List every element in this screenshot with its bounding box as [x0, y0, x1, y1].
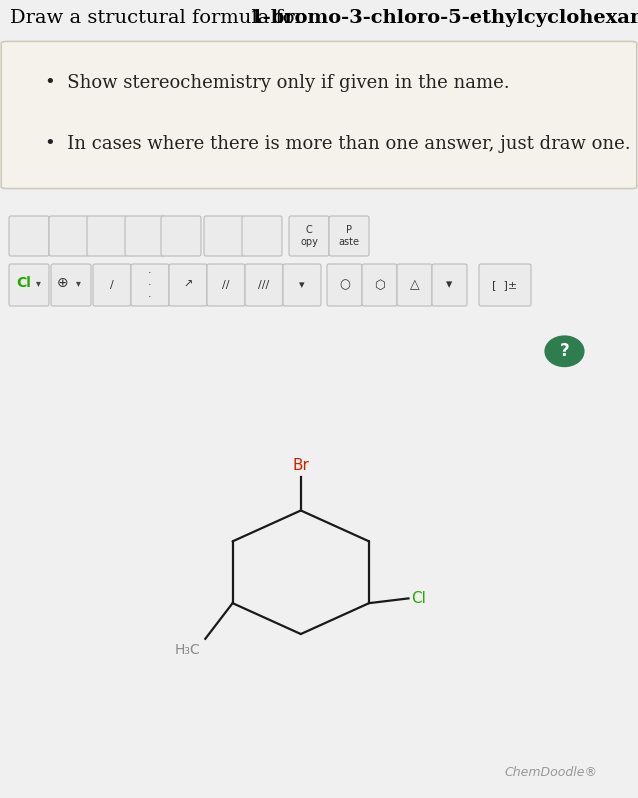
Text: Draw a structural formula for: Draw a structural formula for	[10, 9, 309, 26]
Text: ○: ○	[339, 279, 350, 291]
FancyBboxPatch shape	[479, 264, 531, 306]
FancyBboxPatch shape	[161, 216, 201, 256]
FancyBboxPatch shape	[9, 264, 49, 306]
Circle shape	[545, 336, 584, 366]
FancyBboxPatch shape	[432, 264, 467, 306]
Text: 1-bromo-3-chloro-5-ethylcyclohexane: 1-bromo-3-chloro-5-ethylcyclohexane	[249, 9, 638, 26]
FancyBboxPatch shape	[289, 216, 329, 256]
FancyBboxPatch shape	[169, 264, 207, 306]
FancyBboxPatch shape	[245, 264, 283, 306]
FancyBboxPatch shape	[327, 264, 362, 306]
FancyBboxPatch shape	[242, 216, 282, 256]
Text: ▾: ▾	[75, 278, 80, 288]
Text: [  ]±: [ ]±	[493, 280, 517, 290]
Text: Cl: Cl	[17, 276, 31, 290]
Text: Br: Br	[292, 458, 309, 473]
Text: C
opy: C opy	[300, 225, 318, 247]
Text: P
aste: P aste	[339, 225, 359, 247]
Text: ▾: ▾	[447, 279, 452, 291]
Text: ⬡: ⬡	[374, 279, 385, 291]
FancyBboxPatch shape	[51, 264, 91, 306]
FancyBboxPatch shape	[283, 264, 321, 306]
FancyBboxPatch shape	[87, 216, 127, 256]
Text: •  Show stereochemistry only if given in the name.: • Show stereochemistry only if given in …	[45, 74, 509, 92]
Text: •  In cases where there is more than one answer, just draw one.: • In cases where there is more than one …	[45, 135, 630, 152]
Text: //: //	[222, 280, 230, 290]
FancyBboxPatch shape	[1, 41, 637, 188]
Text: ·
·
·: · · ·	[148, 268, 152, 302]
FancyBboxPatch shape	[125, 216, 165, 256]
Text: Cl: Cl	[412, 591, 426, 606]
FancyBboxPatch shape	[207, 264, 245, 306]
Text: ?: ?	[560, 342, 569, 360]
Text: H₃C: H₃C	[175, 642, 200, 657]
Text: ↗: ↗	[183, 280, 193, 290]
Text: ▾: ▾	[36, 278, 40, 288]
FancyBboxPatch shape	[131, 264, 169, 306]
FancyBboxPatch shape	[9, 216, 49, 256]
FancyBboxPatch shape	[204, 216, 244, 256]
Text: ▾: ▾	[299, 280, 305, 290]
Text: ⊕: ⊕	[57, 276, 69, 290]
FancyBboxPatch shape	[397, 264, 432, 306]
Text: ///: ///	[258, 280, 270, 290]
FancyBboxPatch shape	[362, 264, 397, 306]
Text: △: △	[410, 279, 419, 291]
FancyBboxPatch shape	[93, 264, 131, 306]
Text: /: /	[110, 280, 114, 290]
Text: ChemDoodle®: ChemDoodle®	[505, 766, 598, 779]
FancyBboxPatch shape	[49, 216, 89, 256]
FancyBboxPatch shape	[329, 216, 369, 256]
